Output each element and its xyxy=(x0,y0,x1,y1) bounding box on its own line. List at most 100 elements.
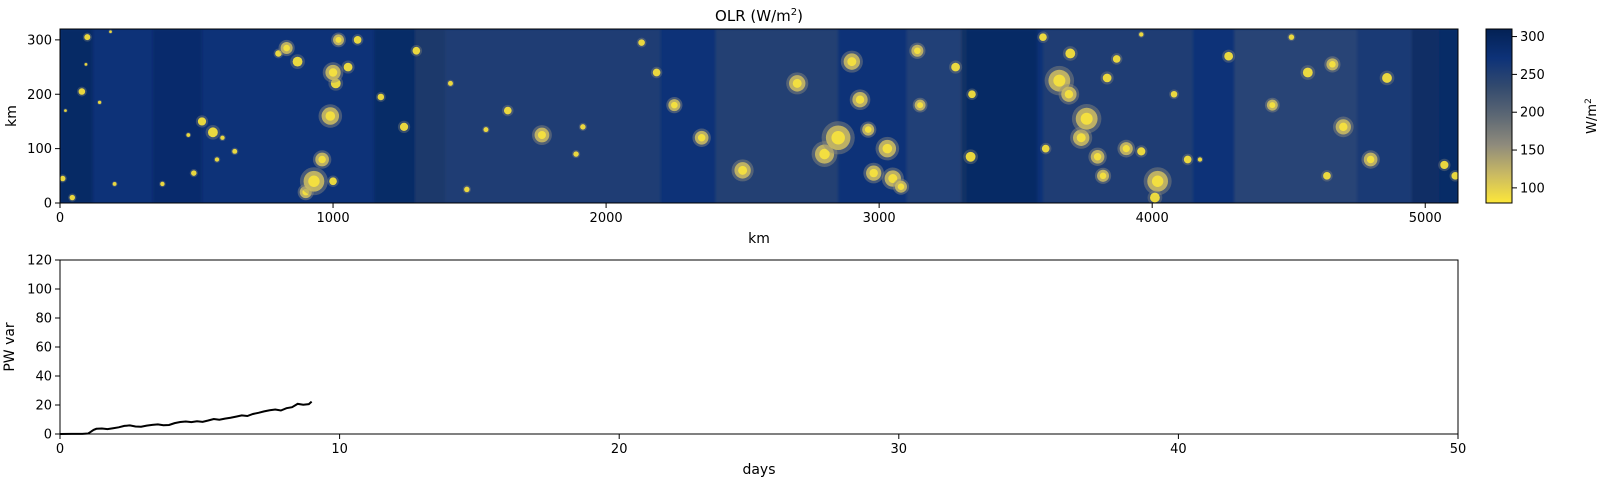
cell-core xyxy=(503,106,512,115)
cell-center xyxy=(1080,112,1093,125)
cell-center xyxy=(819,148,830,160)
cell-core xyxy=(1183,155,1192,164)
cell-center xyxy=(302,188,310,196)
heatmap-x-tick-label: 2000 xyxy=(590,211,623,226)
heatmap-x-tick-label: 5000 xyxy=(1409,211,1442,226)
cell-core xyxy=(1382,73,1392,83)
cell-core xyxy=(638,39,645,46)
cell-core xyxy=(197,117,207,126)
heatmap-title-close: ) xyxy=(797,7,803,25)
heatmap-texture-band xyxy=(906,29,967,203)
cell-core xyxy=(207,127,218,138)
cell-center xyxy=(888,174,898,184)
heatmap-y-tick-label: 300 xyxy=(27,33,52,48)
cell-core xyxy=(84,62,88,66)
cell-center xyxy=(1122,145,1130,153)
cell-core xyxy=(580,124,586,130)
line-plot-y-label: PW var xyxy=(2,322,18,372)
colorbar-label-sup: 2 xyxy=(1584,98,1594,104)
cell-core xyxy=(343,62,353,72)
heatmap-x-label: km xyxy=(748,231,770,247)
line-x-tick-label: 10 xyxy=(331,442,348,457)
cell-core xyxy=(573,151,579,157)
cell-core xyxy=(275,50,282,57)
cell-core xyxy=(1102,73,1112,83)
heatmap-y-tick-label: 0 xyxy=(44,197,52,212)
colorbar-label-text: W/m xyxy=(1585,104,1600,134)
line-plot-frame xyxy=(59,259,1459,435)
colorbar-tick-label: 150 xyxy=(1520,144,1545,159)
heatmap-texture-band xyxy=(1411,29,1458,203)
cell-core xyxy=(1451,171,1458,180)
cell-core xyxy=(1065,48,1076,59)
cell-core xyxy=(60,175,66,182)
cell-core xyxy=(112,182,117,186)
cell-center xyxy=(1151,175,1164,187)
cell-core xyxy=(1197,157,1203,162)
heatmap-x-tick-label: 3000 xyxy=(863,211,896,226)
cell-core xyxy=(1302,67,1313,78)
cell-center xyxy=(897,183,905,190)
cell-core xyxy=(69,194,76,201)
heatmap-texture xyxy=(60,29,1458,203)
cell-core xyxy=(1039,33,1047,41)
cell-core xyxy=(377,93,385,101)
colorbar-label: W/m2 xyxy=(1584,98,1600,134)
line-plot-y-axis: 0 20 40 60 80 100 120 xyxy=(27,254,60,443)
cell-core xyxy=(965,151,976,162)
cell-core xyxy=(1150,192,1160,203)
cell-core xyxy=(464,186,470,193)
cell-core xyxy=(97,100,102,105)
line-x-tick-label: 20 xyxy=(611,442,628,457)
colorbar-tick-label: 250 xyxy=(1520,68,1545,83)
heatmap-title-text: OLR (W/m xyxy=(715,7,791,25)
heatmap-title-sup: 2 xyxy=(791,7,797,18)
cell-center xyxy=(914,47,921,55)
cell-core xyxy=(1288,34,1295,40)
cell-core xyxy=(232,148,238,154)
cell-center xyxy=(318,155,326,164)
heatmap-x-tick-label: 0 xyxy=(56,211,64,226)
cell-core xyxy=(483,127,489,133)
cell-center xyxy=(855,95,865,104)
cell-center xyxy=(1093,153,1102,161)
cell-core xyxy=(1139,32,1144,37)
cell-center xyxy=(1329,61,1336,68)
cell-core xyxy=(78,88,86,95)
cell-center xyxy=(1076,133,1086,143)
cell-core xyxy=(399,122,409,131)
cell-center xyxy=(537,130,546,140)
pw-var-line xyxy=(59,400,313,435)
heatmap-plot xyxy=(60,29,1458,203)
heatmap-texture-band xyxy=(961,29,1038,203)
cell-core xyxy=(214,157,220,162)
colorbar-tick-label: 200 xyxy=(1520,106,1545,121)
cell-center xyxy=(1366,155,1375,164)
heatmap-texture-band xyxy=(1234,29,1357,203)
colorbar xyxy=(1485,28,1513,204)
cell-center xyxy=(335,36,342,43)
cell-core xyxy=(329,177,337,186)
cell-core xyxy=(951,62,960,72)
cell-core xyxy=(186,133,191,137)
heatmap-title: OLR (W/m2) xyxy=(715,7,803,25)
line-x-tick-label: 0 xyxy=(56,442,64,457)
cell-center xyxy=(1339,122,1348,132)
colorbar-axis: 100 150 200 250 300 xyxy=(1512,30,1545,196)
cell-center xyxy=(697,133,706,142)
heatmap-y-tick-label: 200 xyxy=(27,88,52,103)
line-y-tick-label: 100 xyxy=(27,283,52,298)
colorbar-tick-label: 300 xyxy=(1520,30,1545,45)
cell-core xyxy=(64,109,67,112)
line-x-tick-label: 40 xyxy=(1170,442,1187,457)
cell-center xyxy=(869,168,878,178)
cell-center xyxy=(847,57,857,67)
line-y-tick-label: 40 xyxy=(35,370,52,385)
line-y-tick-label: 120 xyxy=(27,254,52,269)
line-x-tick-label: 50 xyxy=(1450,442,1467,457)
line-x-tick-label: 30 xyxy=(891,442,908,457)
cell-center xyxy=(328,68,338,77)
cell-core xyxy=(330,78,341,89)
cell-center xyxy=(738,165,748,175)
